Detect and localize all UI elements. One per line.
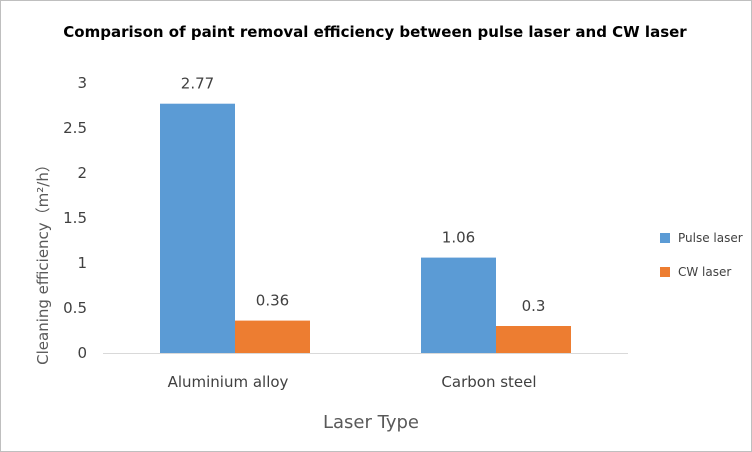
y-tick-label: 3 xyxy=(77,74,87,92)
bar-cw-laser-aluminium-alloy xyxy=(235,320,310,353)
plot-area: 0 0.5 1 1.5 2 2.5 3 2.77 0.36 Aluminium alloy 1.06… xyxy=(63,74,628,391)
y-tick-label: 2 xyxy=(77,164,87,182)
x-category-label: Carbon steel xyxy=(441,373,536,391)
y-tick-label: 0 xyxy=(77,344,87,362)
legend-label: CW laser xyxy=(678,265,731,279)
y-tick-label: 1 xyxy=(77,254,87,272)
x-category-label: Aluminium alloy xyxy=(168,373,289,391)
data-label: 1.06 xyxy=(442,229,475,247)
x-axis-title: Laser Type xyxy=(323,412,419,433)
bar-pulse-laser-aluminium-alloy xyxy=(160,103,235,353)
data-label: 2.77 xyxy=(181,75,214,93)
data-label: 0.3 xyxy=(522,297,546,315)
bar-cw-laser-carbon-steel xyxy=(496,326,571,353)
y-tick-label: 0.5 xyxy=(63,299,87,317)
y-tick-label: 1.5 xyxy=(63,209,87,227)
legend-swatch xyxy=(660,233,670,243)
chart-title: Comparison of paint removal efficiency b… xyxy=(63,23,687,41)
data-label: 0.36 xyxy=(256,292,289,310)
legend: Pulse laser CW laser xyxy=(660,231,743,279)
y-tick-label: 2.5 xyxy=(63,119,87,137)
legend-swatch xyxy=(660,267,670,277)
y-axis-title: Cleaning efficiency（m²/h） xyxy=(34,157,52,365)
bar-pulse-laser-carbon-steel xyxy=(421,257,496,353)
legend-label: Pulse laser xyxy=(678,231,743,245)
